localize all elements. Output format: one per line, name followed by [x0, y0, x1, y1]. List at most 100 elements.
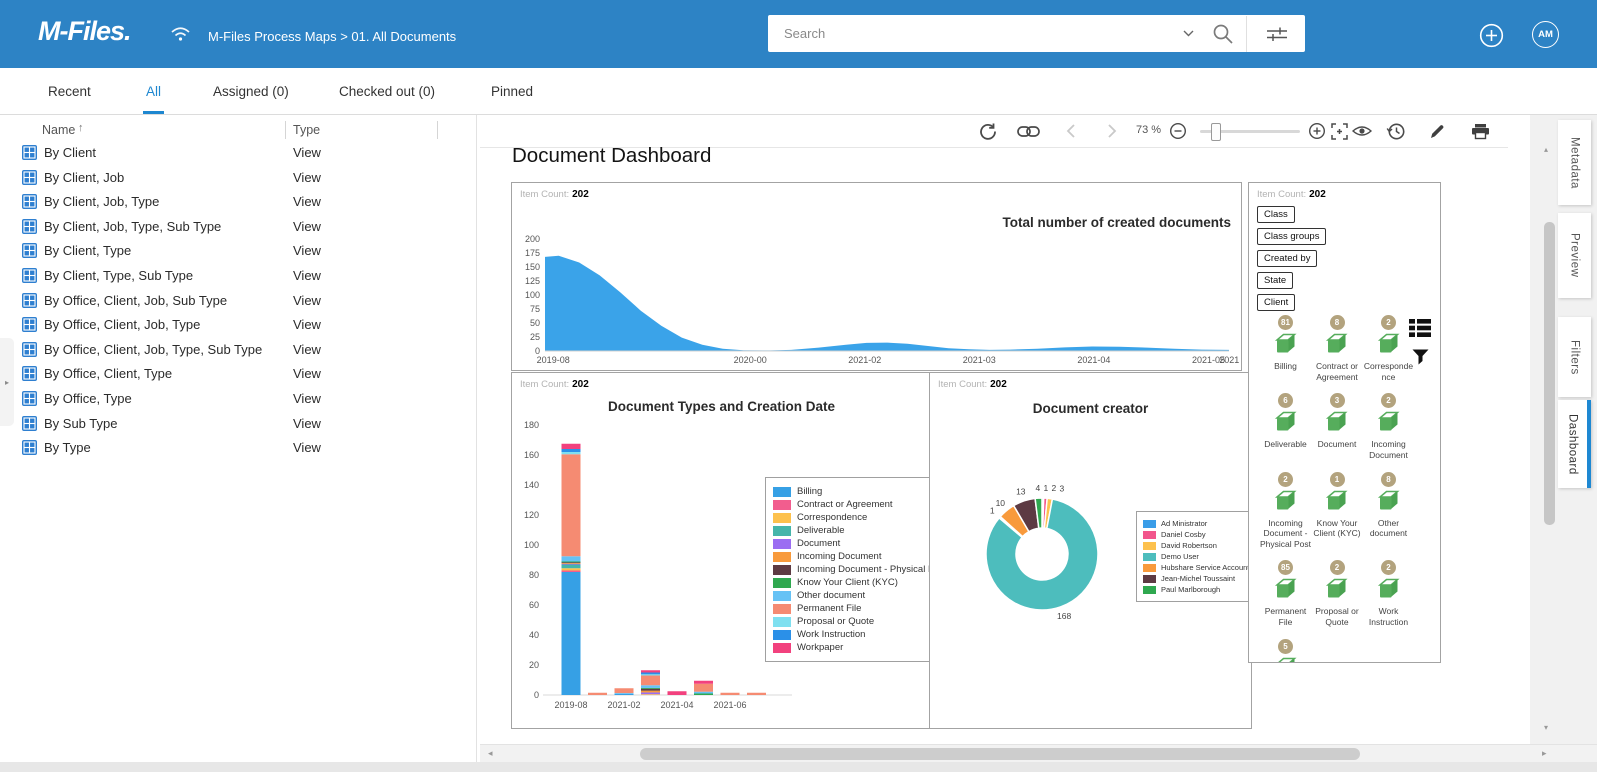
document-type-item[interactable]: 2Proposal or Quote: [1312, 560, 1362, 627]
list-item[interactable]: By Sub TypeView: [0, 412, 476, 437]
view-name: By Client, Type, Sub Type: [44, 268, 193, 283]
column-header-name[interactable]: Name: [42, 123, 75, 137]
breadcrumb[interactable]: M-Files Process Maps > 01. All Documents: [208, 29, 456, 44]
legend-swatch: [1143, 542, 1156, 550]
zoom-out-icon[interactable]: [1169, 115, 1187, 147]
search-filters-icon[interactable]: [1249, 25, 1305, 43]
filter-button-created-by[interactable]: Created by: [1257, 250, 1317, 267]
document-type-item[interactable]: 5Workpaper: [1259, 639, 1312, 663]
forward-icon[interactable]: [1107, 115, 1117, 147]
document-type-item[interactable]: 2Incoming Document: [1362, 393, 1415, 460]
svg-text:3: 3: [1060, 484, 1065, 494]
vertical-scrollbar-thumb[interactable]: [1544, 222, 1555, 525]
copy-link-icon[interactable]: [1017, 115, 1040, 147]
scroll-up-icon[interactable]: ▴: [1544, 145, 1548, 154]
legend-label: Work Instruction: [797, 629, 865, 640]
legend-item: Demo User: [1143, 552, 1252, 561]
horizontal-scrollbar: ◂ ▸: [480, 744, 1597, 763]
document-type-item[interactable]: 85Permanent File: [1259, 560, 1312, 627]
legend-label: Daniel Cosby: [1161, 530, 1206, 539]
scroll-right-icon[interactable]: ▸: [1542, 748, 1547, 759]
view-name: By Client, Job, Type: [44, 194, 159, 209]
list-item[interactable]: By Client, Job, TypeView: [0, 190, 476, 215]
document-type-item[interactable]: 8Contract or Agreement: [1312, 315, 1362, 382]
side-tab-filters[interactable]: Filters: [1558, 317, 1591, 397]
count-badge: 3: [1330, 393, 1345, 408]
document-type-item[interactable]: 2Correspondence: [1362, 315, 1415, 382]
document-type-item[interactable]: 8Other document: [1362, 472, 1415, 550]
legend-label: Incoming Document: [797, 551, 881, 562]
svg-text:2021-06: 2021-06: [1219, 355, 1239, 365]
legend-label: David Robertson: [1161, 541, 1217, 550]
side-tab-dashboard[interactable]: Dashboard: [1558, 400, 1591, 488]
view-list-panel: Name ↑ Type By ClientViewBy Client, JobV…: [0, 115, 477, 762]
tab-checked-out-0[interactable]: Checked out (0): [336, 68, 438, 114]
list-item[interactable]: By Office, Client, TypeView: [0, 362, 476, 387]
view-name: By Sub Type: [44, 416, 117, 431]
document-type-item[interactable]: 2Work Instruction: [1362, 560, 1415, 627]
column-divider[interactable]: [437, 121, 438, 139]
filter-button-class[interactable]: Class: [1257, 206, 1295, 223]
collapse-panel-handle[interactable]: ▸: [0, 338, 14, 426]
list-item[interactable]: By Client, JobView: [0, 166, 476, 191]
document-type-item[interactable]: 1Know Your Client (KYC): [1312, 472, 1362, 550]
refresh-icon[interactable]: [978, 115, 997, 147]
tab-all[interactable]: All: [143, 68, 164, 114]
history-icon[interactable]: [1386, 115, 1406, 147]
document-class-book-icon: [1273, 410, 1299, 437]
tab-pinned[interactable]: Pinned: [488, 68, 536, 114]
zoom-in-icon[interactable]: [1308, 115, 1326, 147]
search-icon[interactable]: [1202, 23, 1244, 45]
fit-to-page-icon[interactable]: [1331, 115, 1348, 147]
filter-button-state[interactable]: State: [1257, 272, 1293, 289]
document-class-book-icon: [1324, 332, 1350, 359]
horizontal-scrollbar-thumb[interactable]: [640, 748, 1360, 760]
preview-eye-icon[interactable]: [1352, 115, 1372, 147]
view-grid-icon: [22, 317, 37, 337]
column-divider[interactable]: [285, 121, 286, 139]
svg-text:40: 40: [529, 630, 539, 640]
search-type-chevron-icon[interactable]: [1174, 30, 1202, 37]
legend-swatch: [1143, 564, 1156, 572]
tab-assigned-0[interactable]: Assigned (0): [210, 68, 292, 114]
tab-recent[interactable]: Recent: [45, 68, 94, 114]
document-type-item[interactable]: 6Deliverable: [1259, 393, 1312, 460]
column-header-type[interactable]: Type: [293, 123, 320, 137]
list-item[interactable]: By ClientView: [0, 141, 476, 166]
view-type: View: [293, 268, 321, 283]
bar-chart-legend: BillingContract or AgreementCorresponden…: [765, 477, 932, 662]
list-item[interactable]: By Office, Client, Job, Type, Sub TypeVi…: [0, 338, 476, 363]
document-type-item[interactable]: 2Incoming Document - Physical Post: [1259, 472, 1312, 550]
back-icon[interactable]: [1066, 115, 1076, 147]
list-item[interactable]: By Office, Client, Job, Sub TypeView: [0, 289, 476, 314]
document-class-book-icon: [1376, 577, 1402, 604]
filter-button-client[interactable]: Client: [1257, 294, 1295, 311]
user-avatar[interactable]: AM: [1532, 21, 1559, 48]
scroll-down-icon[interactable]: ▾: [1544, 723, 1548, 732]
legend-swatch: [773, 526, 791, 536]
print-icon[interactable]: [1471, 115, 1490, 147]
list-item[interactable]: By TypeView: [0, 436, 476, 461]
zoom-slider-thumb[interactable]: [1211, 123, 1221, 141]
item-count: Item Count:202: [1257, 189, 1326, 200]
list-item[interactable]: By Office, TypeView: [0, 387, 476, 412]
side-tab-preview[interactable]: Preview: [1558, 213, 1591, 298]
list-item[interactable]: By Client, TypeView: [0, 239, 476, 264]
list-item[interactable]: By Client, Job, Type, Sub TypeView: [0, 215, 476, 240]
svg-text:2019-08: 2019-08: [554, 700, 587, 710]
legend-item: Paul Marlborough: [1143, 585, 1252, 594]
list-item[interactable]: By Client, Type, Sub Type View: [0, 264, 476, 289]
filter-button-class-groups[interactable]: Class groups: [1257, 228, 1326, 245]
item-count: Item Count:202: [520, 379, 589, 390]
search-input[interactable]: [782, 25, 1174, 42]
list-item[interactable]: By Office, Client, Job, TypeView: [0, 313, 476, 338]
edit-pencil-icon[interactable]: [1429, 115, 1446, 147]
side-tab-metadata[interactable]: Metadata: [1558, 120, 1591, 205]
create-new-icon[interactable]: [1479, 23, 1504, 53]
document-type-item[interactable]: 81Billing: [1259, 315, 1312, 382]
legend-swatch: [773, 578, 791, 588]
scroll-left-icon[interactable]: ◂: [488, 748, 493, 759]
legend-label: Paul Marlborough: [1161, 585, 1220, 594]
legend-swatch: [1143, 520, 1156, 528]
document-type-item[interactable]: 3Document: [1312, 393, 1362, 460]
